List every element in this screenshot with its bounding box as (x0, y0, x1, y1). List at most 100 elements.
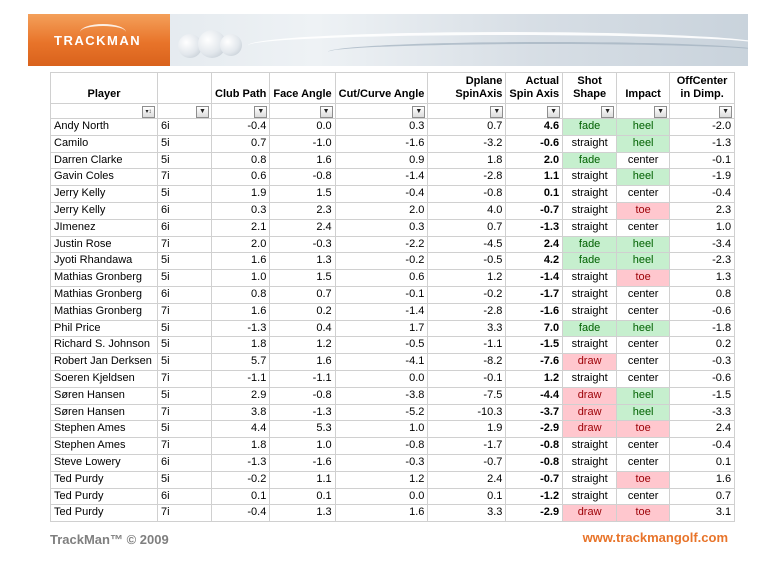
chevron-down-icon: ▼ (657, 107, 665, 115)
sort-filter-icon: ▾↕ (145, 108, 152, 115)
table-row: Andy North 6i -0.4 0.0 0.3 0.7 4.6 fade heel -2.0 (50, 118, 736, 136)
face-angle-cell: 1.3 (269, 252, 336, 271)
dplane-spin-axis-cell: 0.7 (427, 218, 507, 237)
filter-cell: ▼ (562, 103, 618, 119)
column-header-dplane-spin-axis: Dplane SpinAxis (427, 72, 507, 104)
face-angle-cell: 0.2 (269, 302, 336, 321)
club-cell: 5i (157, 151, 212, 170)
player-name-cell: Søren Hansen (50, 403, 158, 422)
club-path-cell: -1.3 (210, 453, 271, 472)
filter-dropdown-button[interactable]: ▼ (547, 105, 561, 118)
filter-cell: ▼ (616, 103, 671, 119)
dplane-spin-axis-cell: -1.1 (427, 336, 507, 355)
column-header-face-angle: Face Angle (269, 72, 336, 104)
actual-spin-axis-cell: -2.9 (505, 504, 564, 523)
filter-dropdown-button[interactable]: ▼ (719, 105, 733, 118)
face-angle-cell: -0.8 (269, 168, 336, 187)
impact-cell: center (616, 487, 671, 506)
filter-dropdown-button[interactable]: ▼ (654, 105, 668, 118)
table-row: JImenez 6i 2.1 2.4 0.3 0.7 -1.3 straight center 1… (50, 218, 736, 237)
actual-spin-axis-cell: -0.7 (505, 201, 564, 220)
filter-cell: ▼ (210, 103, 271, 119)
dplane-spin-axis-cell: -2.8 (427, 302, 507, 321)
filter-cell: ▼ (334, 103, 429, 119)
impact-cell: toe (616, 420, 671, 439)
face-angle-cell: 1.0 (269, 437, 336, 455)
actual-spin-axis-cell: -3.7 (505, 403, 564, 422)
shot-shape-cell: straight (562, 218, 618, 237)
cut-curve-angle-cell: -0.5 (334, 336, 429, 355)
club-cell: 6i (157, 201, 212, 220)
dplane-spin-axis-cell: -8.2 (427, 353, 507, 371)
cut-curve-angle-cell: 2.0 (334, 201, 429, 220)
filter-dropdown-button[interactable]: ▼ (254, 105, 268, 118)
club-cell: 5i (157, 269, 212, 287)
player-name-cell: Soeren Kjeldsen (50, 369, 158, 388)
player-name-cell: Richard S. Johnson (50, 336, 158, 355)
chevron-down-icon: ▼ (322, 107, 330, 115)
column-header-shot-shape: Shot Shape (562, 72, 618, 104)
table-row: Jerry Kelly 6i 0.3 2.3 2.0 4.0 -0.7 straight toe… (50, 201, 736, 220)
banner-swoosh (328, 42, 748, 62)
filter-dropdown-button[interactable]: ▾↕ (142, 105, 155, 118)
filter-dropdown-button[interactable]: ▼ (196, 105, 209, 118)
chevron-down-icon: ▼ (199, 107, 206, 115)
face-angle-cell: -1.6 (269, 453, 336, 472)
actual-spin-axis-cell: -0.8 (505, 437, 564, 455)
website-link[interactable]: www.trackmangolf.com (582, 530, 728, 545)
shot-shape-cell: straight (562, 302, 618, 321)
filter-dropdown-button[interactable]: ▼ (319, 105, 333, 118)
club-cell: 6i (157, 453, 212, 472)
shot-shape-cell: fade (562, 118, 618, 136)
club-path-cell: 2.1 (210, 218, 271, 237)
dplane-spin-axis-cell: 3.3 (427, 504, 507, 523)
actual-spin-axis-cell: 1.1 (505, 168, 564, 187)
club-path-cell: 2.0 (210, 235, 271, 254)
shot-shape-cell: straight (562, 185, 618, 203)
filter-dropdown-button[interactable]: ▼ (490, 105, 504, 118)
shot-shape-cell: straight (562, 453, 618, 472)
dplane-spin-axis-cell: -0.1 (427, 369, 507, 388)
player-name-cell: Justin Rose (50, 235, 158, 254)
impact-cell: center (616, 453, 671, 472)
face-angle-cell: 1.1 (269, 470, 336, 489)
impact-cell: heel (616, 403, 671, 422)
shot-shape-cell: straight (562, 201, 618, 220)
impact-cell: heel (616, 235, 671, 254)
offcenter-cell: -1.8 (669, 319, 736, 338)
offcenter-cell: -2.3 (669, 252, 736, 271)
player-name-cell: Gavin Coles (50, 168, 158, 187)
club-path-cell: 1.8 (210, 336, 271, 355)
cut-curve-angle-cell: -0.2 (334, 252, 429, 271)
golf-ball-icon (220, 34, 242, 56)
column-header-offcenter: OffCenter in Dimp. (669, 72, 736, 104)
cut-curve-angle-cell: -0.8 (334, 437, 429, 455)
offcenter-cell: 1.6 (669, 470, 736, 489)
player-name-cell: Jyoti Rhandawa (50, 252, 158, 271)
player-name-cell: Jerry Kelly (50, 185, 158, 203)
club-path-cell: -0.4 (210, 118, 271, 136)
club-cell: 5i (157, 185, 212, 203)
club-cell: 7i (157, 437, 212, 455)
player-name-cell: Ted Purdy (50, 504, 158, 523)
table-row: Stephen Ames 5i 4.4 5.3 1.0 1.9 -2.9 draw toe 2.4 (50, 420, 736, 439)
cut-curve-angle-cell: 0.0 (334, 369, 429, 388)
banner-swoosh (248, 32, 748, 59)
cut-curve-angle-cell: -0.4 (334, 185, 429, 203)
table-row: Camilo 5i 0.7 -1.0 -1.6 -3.2 -0.6 straight heel -… (50, 134, 736, 153)
actual-spin-axis-cell: -1.2 (505, 487, 564, 506)
shot-data-table: Player Club Path Face Angle Cut/Curve Angle… (50, 72, 736, 523)
club-path-cell: 1.0 (210, 269, 271, 287)
actual-spin-axis-cell: -4.4 (505, 386, 564, 405)
cut-curve-angle-cell: 0.6 (334, 269, 429, 287)
shot-shape-cell: draw (562, 403, 618, 422)
club-path-cell: -1.1 (210, 369, 271, 388)
club-cell: 5i (157, 336, 212, 355)
club-cell: 7i (157, 235, 212, 254)
actual-spin-axis-cell: -1.4 (505, 269, 564, 287)
filter-dropdown-button[interactable]: ▼ (601, 105, 615, 118)
table-row: Ted Purdy 6i 0.1 0.1 0.0 0.1 -1.2 straight cente… (50, 487, 736, 506)
offcenter-cell: -1.9 (669, 168, 736, 187)
filter-dropdown-button[interactable]: ▼ (412, 105, 426, 118)
player-name-cell: Phil Price (50, 319, 158, 338)
